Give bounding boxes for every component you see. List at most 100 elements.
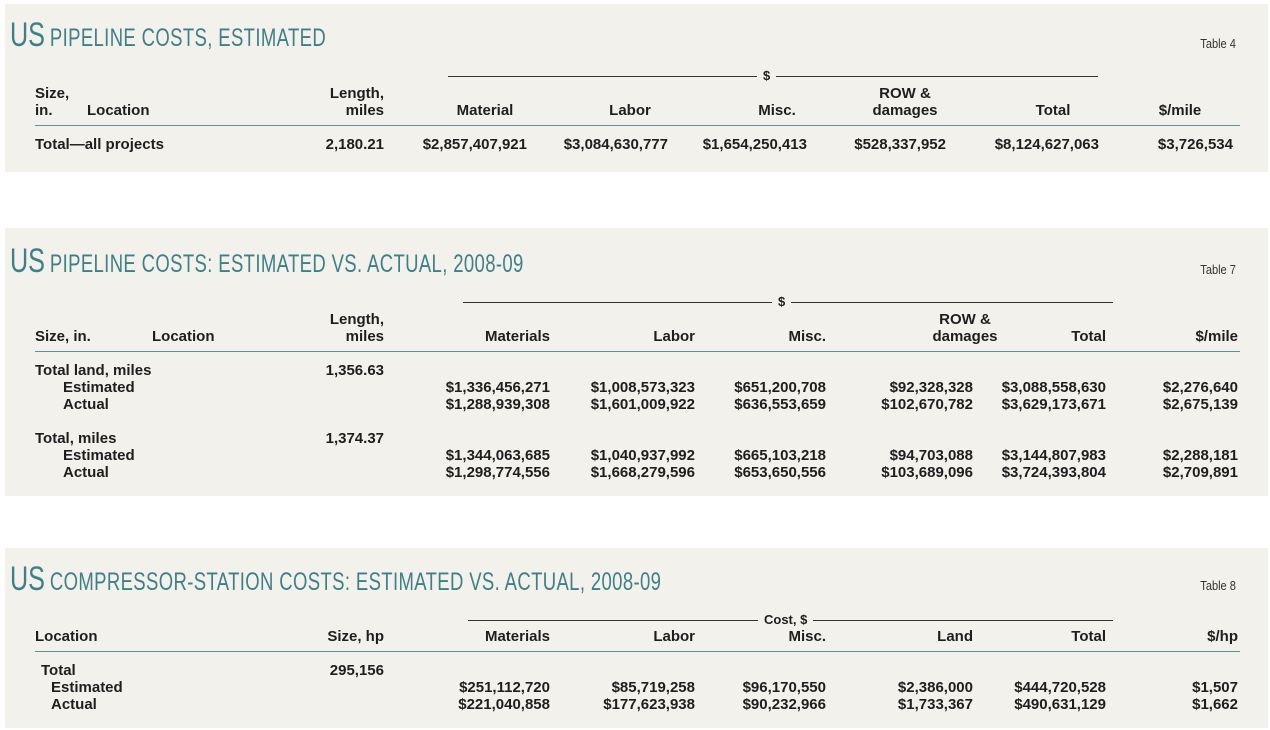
t4-header-rule [35, 125, 1240, 126]
t4-length-header-2: miles [345, 102, 384, 119]
t7-labor-header: Labor [653, 328, 695, 345]
t8-group-label: Total [41, 662, 76, 679]
t7-row-label: Actual [63, 396, 109, 413]
t8-misc-header: Misc. [788, 628, 826, 645]
t7-row-label: Estimated [63, 447, 135, 464]
t7-length-header-2: miles [345, 328, 384, 345]
table4-panel: US PIPELINE COSTS, ESTIMATED Table 4 $ S… [5, 4, 1268, 172]
table7-panel: US PIPELINE COSTS: ESTIMATED VS. ACTUAL,… [5, 228, 1268, 496]
t7-group-label: Total, miles [35, 430, 117, 447]
t4-row-misc: $1,654,250,413 [702, 136, 807, 153]
t8-cell-misc: $90,232,966 [742, 696, 826, 713]
t7-total-header: Total [1071, 328, 1106, 345]
t4-row-length: 2,180.21 [325, 136, 384, 153]
t8-cell-perhp: $1,507 [1192, 679, 1238, 696]
table8-title: US COMPRESSOR-STATION COSTS: ESTIMATED V… [10, 560, 661, 599]
t4-location-header: Location [87, 102, 150, 119]
table4-title-us: US [10, 16, 45, 54]
t8-cell-materials: $251,112,720 [459, 679, 550, 696]
t7-cell-labor: $1,601,009,922 [590, 396, 695, 413]
t7-location-header: Location [152, 328, 215, 345]
t8-group-size: 295,156 [329, 662, 384, 679]
table7-title: US PIPELINE COSTS: ESTIMATED VS. ACTUAL,… [10, 242, 524, 281]
t7-row-header-2: damages [932, 328, 998, 345]
t7-cell-misc: $651,200,708 [734, 379, 826, 396]
t8-header-rule [35, 651, 1240, 652]
t7-cell-permile: $2,709,891 [1162, 464, 1238, 481]
t8-cell-perhp: $1,662 [1192, 696, 1238, 713]
t8-land-header: Land [937, 628, 973, 645]
t4-row-material: $2,857,407,921 [422, 136, 527, 153]
table7-number: Table 7 [1200, 262, 1236, 277]
t7-cell-row: $92,328,328 [889, 379, 973, 396]
t7-cell-permile: $2,675,139 [1162, 396, 1238, 413]
t4-row-header-1: ROW & [879, 85, 931, 102]
t7-cell-total: $3,088,558,630 [1001, 379, 1106, 396]
t4-row-total: $8,124,627,063 [994, 136, 1099, 153]
t7-cell-materials: $1,336,456,271 [445, 379, 550, 396]
t4-row-permile: $3,726,534 [1157, 136, 1233, 153]
t4-size-header-1: Size, [35, 85, 70, 102]
t7-cell-total: $3,724,393,804 [1001, 464, 1106, 481]
t8-location-header: Location [35, 628, 98, 645]
t8-cell-misc: $96,170,550 [742, 679, 826, 696]
t4-material-header: Material [456, 102, 514, 119]
t7-cell-row: $94,703,088 [889, 447, 973, 464]
t7-cell-row: $102,670,782 [881, 396, 973, 413]
table4-number: Table 4 [1200, 36, 1236, 51]
t7-length-header-1: Length, [329, 311, 384, 328]
t7-group-label: Total land, miles [35, 362, 152, 379]
t4-row-label: Total—all projects [35, 136, 164, 153]
table8-panel: US COMPRESSOR-STATION COSTS: ESTIMATED V… [5, 548, 1268, 728]
t4-row-labor: $3,084,630,777 [563, 136, 668, 153]
t7-cell-misc: $665,103,218 [734, 447, 826, 464]
t8-cell-total: $444,720,528 [1014, 679, 1106, 696]
table4-title: US PIPELINE COSTS, ESTIMATED [10, 16, 326, 55]
t8-size-header: Size, hp [327, 628, 384, 645]
t4-length-header-1: Length, [329, 85, 384, 102]
t7-cell-row: $103,689,096 [881, 464, 973, 481]
t7-permile-header: $/mile [1195, 328, 1238, 345]
t7-row-header-1: ROW & [939, 311, 991, 328]
t7-header-rule [35, 351, 1240, 352]
t7-group-length: 1,374.37 [325, 430, 384, 447]
t7-misc-header: Misc. [788, 328, 826, 345]
t7-cell-labor: $1,668,279,596 [590, 464, 695, 481]
t7-cell-materials: $1,298,774,556 [445, 464, 550, 481]
t8-cell-labor: $85,719,258 [611, 679, 695, 696]
table7-title-text: PIPELINE COSTS: ESTIMATED VS. ACTUAL, 20… [49, 250, 524, 278]
table8-number: Table 8 [1200, 578, 1236, 593]
t7-cell-labor: $1,008,573,323 [590, 379, 695, 396]
t8-row-label: Estimated [51, 679, 123, 696]
t8-cell-land: $1,733,367 [897, 696, 973, 713]
t7-cell-permile: $2,288,181 [1162, 447, 1238, 464]
t7-row-label: Actual [63, 464, 109, 481]
t8-cell-labor: $177,623,938 [603, 696, 695, 713]
t4-row-row: $528,337,952 [854, 136, 946, 153]
t4-permile-header: $/mile [1158, 102, 1202, 119]
table7-title-us: US [10, 242, 45, 280]
t7-cell-materials: $1,288,939,308 [445, 396, 550, 413]
t7-size-header: Size, in. [35, 328, 91, 345]
t8-perhp-header: $/hp [1207, 628, 1238, 645]
t7-cell-permile: $2,276,640 [1162, 379, 1238, 396]
t4-row-header-2: damages [872, 102, 938, 119]
table4-span-label: $ [757, 68, 777, 83]
t8-labor-header: Labor [653, 628, 695, 645]
t7-cell-labor: $1,040,937,992 [590, 447, 695, 464]
table8-title-text: COMPRESSOR-STATION COSTS: ESTIMATED VS. … [49, 568, 662, 596]
t8-cell-materials: $221,040,858 [458, 696, 550, 713]
table8-span-label: Cost, $ [758, 612, 814, 627]
t4-labor-header: Labor [609, 102, 651, 119]
t7-cell-total: $3,144,807,983 [1001, 447, 1106, 464]
t4-total-header: Total [1035, 102, 1071, 119]
table7-span-label: $ [772, 294, 792, 309]
t7-cell-misc: $636,553,659 [734, 396, 826, 413]
t7-cell-misc: $653,650,556 [734, 464, 826, 481]
t7-cell-materials: $1,344,063,685 [445, 447, 550, 464]
table8-title-us: US [10, 560, 45, 598]
t7-row-label: Estimated [63, 379, 135, 396]
t7-materials-header: Materials [484, 328, 550, 345]
t8-cell-land: $2,386,000 [897, 679, 973, 696]
t8-total-header: Total [1071, 628, 1106, 645]
